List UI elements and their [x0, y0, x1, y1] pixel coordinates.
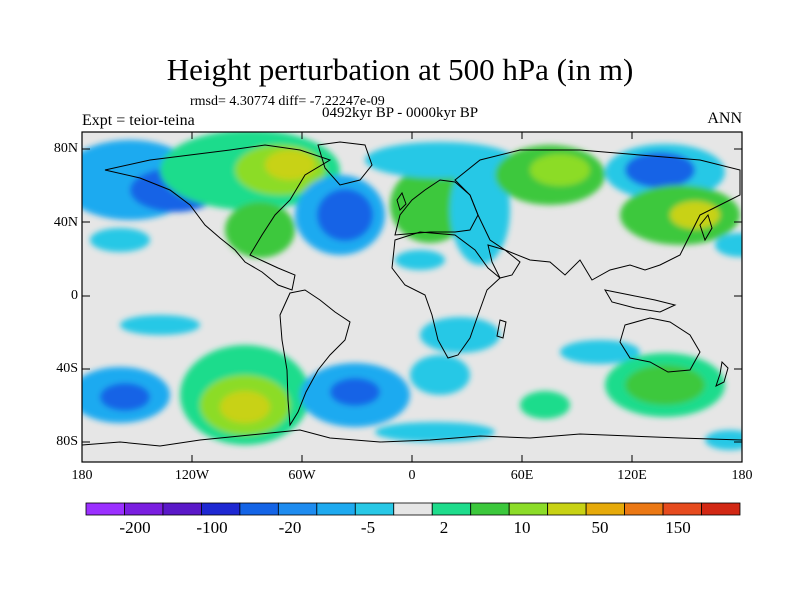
colorbar-label: 10	[513, 518, 531, 537]
anomaly-region	[90, 228, 150, 252]
colorbar-swatch	[508, 502, 549, 516]
asia-outline	[454, 149, 741, 281]
anomaly-region	[420, 317, 500, 353]
colorbar-label: 50	[591, 518, 609, 537]
lon-label-0: 0	[408, 468, 416, 483]
anomaly-region	[100, 383, 150, 411]
anomaly-region	[410, 355, 470, 395]
madagascar-outline	[496, 319, 507, 339]
colorbar-swatch	[393, 502, 433, 516]
colorbar-swatch	[662, 502, 702, 516]
colorbar-swatch	[354, 502, 395, 516]
colorbar-swatch	[701, 502, 741, 516]
greenland-outline	[317, 141, 373, 186]
stats-string: rmsd= 4.30774 diff= -7.22247e-09	[190, 94, 385, 109]
antarctica-outline	[82, 429, 742, 447]
map-subtitle: 0492kyr BP - 0000kyr BP	[322, 105, 479, 121]
anomaly-region	[625, 365, 705, 405]
colorbar-swatch	[85, 502, 125, 516]
anomaly-region	[450, 155, 510, 265]
lon-label-60e: 60E	[510, 468, 534, 483]
anomaly-region	[715, 233, 742, 257]
anomaly-region	[670, 201, 720, 229]
africa-outline	[391, 231, 501, 359]
colorbar-label: -20	[278, 518, 302, 537]
colorbar-label: -100	[196, 518, 228, 537]
anomaly-region	[330, 378, 380, 406]
lat-label-80s: 80S	[56, 434, 78, 449]
colorbar-swatch	[201, 502, 241, 516]
anomaly-region	[390, 167, 470, 243]
colorbar-swatch	[585, 502, 625, 516]
colorbar	[85, 502, 741, 516]
lon-label-180w: 180	[71, 468, 93, 483]
colorbar-swatch	[431, 502, 472, 516]
colorbar-swatch	[316, 502, 356, 516]
coastlines	[82, 141, 742, 447]
colorbar-label: 2	[439, 518, 449, 537]
arabia-outline	[487, 244, 521, 279]
anomaly-region	[705, 430, 742, 450]
anomaly-region	[317, 189, 373, 241]
new-zealand-outline	[715, 360, 729, 387]
anomaly-region	[395, 250, 445, 270]
colorbar-swatch	[162, 502, 202, 516]
colorbar-swatch	[547, 502, 587, 516]
colorbar-label: -200	[119, 518, 151, 537]
anomaly-region	[265, 150, 315, 180]
colorbar-swatch	[470, 502, 510, 516]
anomaly-region	[225, 202, 295, 258]
lon-label-60w: 60W	[288, 468, 316, 483]
lon-label-180e: 180	[731, 468, 753, 483]
anomaly-region	[625, 152, 695, 188]
contour-field	[82, 132, 742, 462]
season-label: ANN	[707, 110, 742, 127]
uk-outline	[396, 191, 407, 211]
anomaly-region	[530, 154, 590, 186]
lat-label-0: 0	[71, 288, 78, 303]
lat-label-40n: 40N	[53, 215, 78, 230]
map-title: Height perturbation at 500 hPa (in m)	[166, 52, 634, 87]
colorbar-label: 150	[665, 518, 691, 537]
anomaly-region	[120, 315, 200, 335]
colorbar-swatch	[239, 502, 279, 516]
colorbar-swatch	[124, 502, 164, 516]
lon-label-120w: 120W	[174, 468, 210, 483]
north-america-outline	[104, 144, 332, 291]
lat-label-80n: 80N	[53, 141, 78, 156]
anomaly-region	[220, 391, 270, 423]
lat-label-40s: 40S	[56, 361, 78, 376]
anomaly-region	[375, 422, 495, 442]
indonesia-outline	[604, 289, 677, 313]
experiment-label: Expt = teior-teina	[82, 112, 195, 129]
europe-outline	[394, 179, 479, 236]
lon-label-120e: 120E	[617, 468, 647, 483]
japan-outline	[699, 213, 713, 242]
anomaly-region	[520, 391, 570, 419]
south-america-outline	[279, 289, 351, 427]
australia-outline	[619, 317, 701, 373]
axis-ticks	[81, 132, 743, 462]
colorbar-swatch	[277, 502, 318, 516]
colorbar-label: -5	[360, 518, 376, 537]
anomaly-region	[560, 340, 640, 364]
colorbar-swatch	[624, 502, 664, 516]
